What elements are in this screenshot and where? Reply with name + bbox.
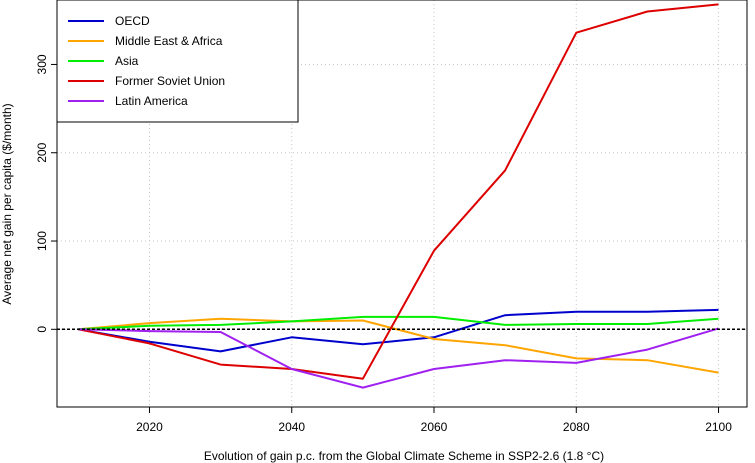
x-tick-label: 2040	[278, 420, 305, 434]
series-line	[78, 3, 719, 380]
series-line	[78, 315, 719, 331]
legend-label: OECD	[115, 14, 150, 28]
legend-label: Former Soviet Union	[115, 74, 225, 88]
y-tick-label: 100	[35, 231, 49, 251]
series-line	[78, 327, 719, 389]
x-axis: 2020 2040 2060 2080 2100	[136, 407, 732, 434]
plot-frame	[56, 0, 748, 408]
y-axis: 0 100 200 300	[35, 54, 57, 333]
x-tick-label: 2020	[136, 420, 163, 434]
legend-label: Middle East & Africa	[115, 34, 223, 48]
x-axis-title: Evolution of gain p.c. from the Global C…	[204, 449, 604, 463]
x-tick-label: 2060	[421, 420, 448, 434]
y-axis-title: Average net gain per capita ($/month)	[0, 103, 14, 304]
legend: OECD Middle East & Africa Asia Former Sovie…	[56, 0, 299, 123]
series-line	[78, 308, 719, 353]
legend-label: Asia	[115, 54, 139, 68]
y-tick-label: 300	[35, 54, 49, 74]
legend-label: Latin America	[115, 94, 188, 108]
y-tick-label: 0	[35, 326, 49, 333]
x-tick-label: 2080	[563, 420, 590, 434]
series-lines	[78, 3, 719, 389]
x-tick-label: 2100	[705, 420, 732, 434]
y-tick-label: 200	[35, 142, 49, 162]
